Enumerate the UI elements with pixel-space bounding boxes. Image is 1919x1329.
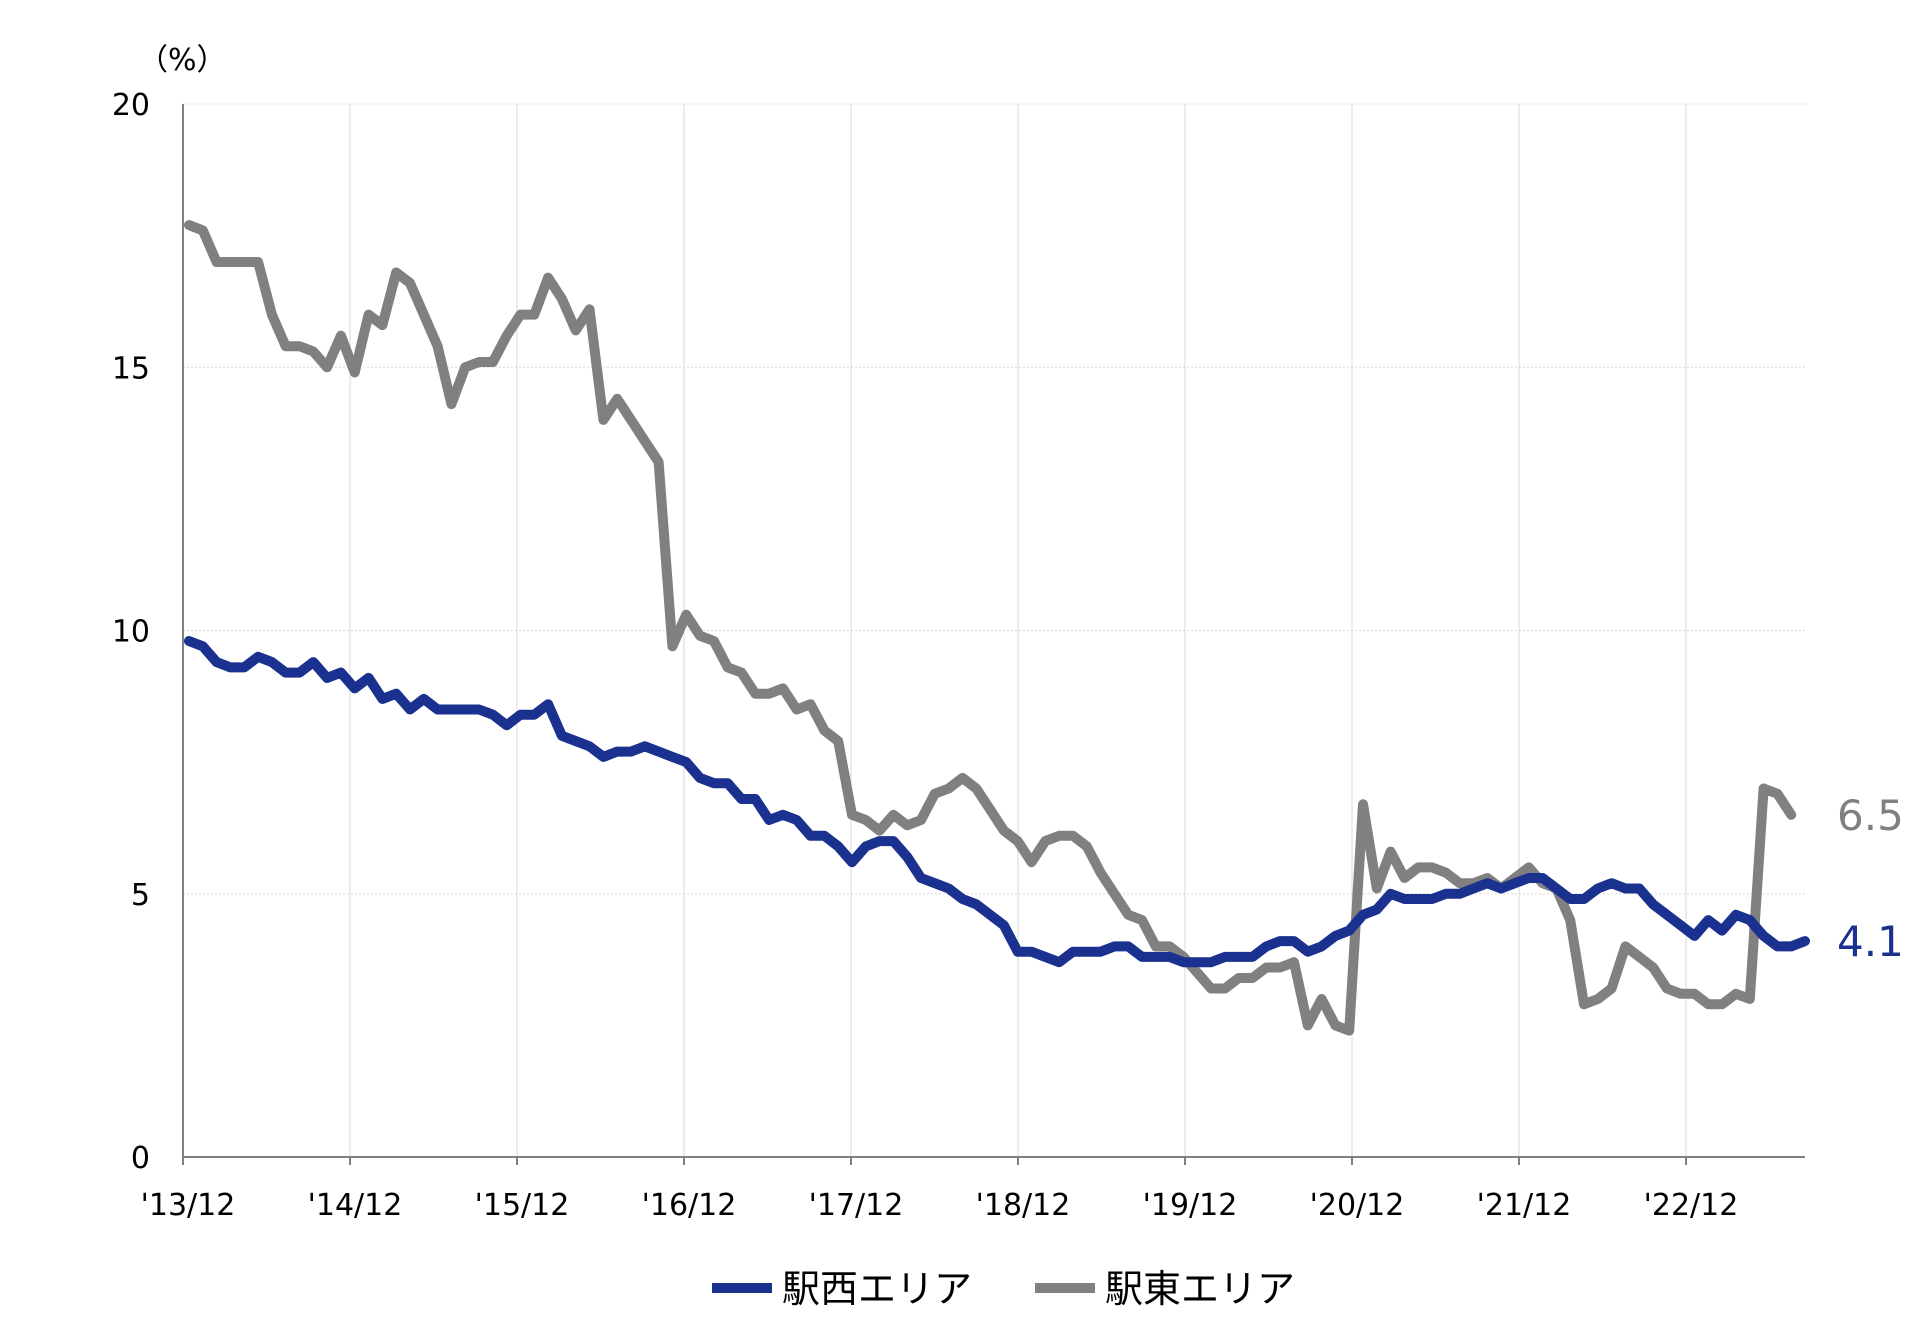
x-tick-label: '19/12	[1143, 1188, 1238, 1223]
x-tick-label: '16/12	[642, 1188, 737, 1223]
x-tick-label: '20/12	[1310, 1188, 1405, 1223]
x-tick-label: '22/12	[1644, 1188, 1739, 1223]
y-tick-label: 15	[112, 351, 150, 386]
x-tick-label: '21/12	[1477, 1188, 1572, 1223]
x-tick-label: '17/12	[809, 1188, 904, 1223]
gridlines	[183, 103, 1805, 1157]
end-label-1: 6.5	[1837, 791, 1904, 840]
y-tick-label: 5	[131, 878, 150, 913]
y-tick-label: 10	[112, 615, 150, 650]
y-axis-label: （%）	[138, 43, 227, 78]
x-tick-labels: '13/12 '14/12 '15/12 '16/12 '17/12 '18/12 '19/…	[141, 1188, 1739, 1223]
end-label-0: 4.1	[1837, 917, 1904, 966]
y-tick-label: 20	[112, 88, 150, 123]
x-tick-label: '14/12	[308, 1188, 403, 1223]
series-line-0	[184, 636, 1810, 968]
legend-label-1: 駅東エリア	[1105, 1267, 1295, 1311]
y-tick-labels: 0 5 10 15 20	[112, 88, 150, 1176]
end-labels: 4.1 6.5	[1837, 791, 1904, 966]
x-tick-label: '15/12	[475, 1188, 570, 1223]
x-tick-label: '18/12	[976, 1188, 1071, 1223]
series-line-1	[184, 220, 1797, 1036]
x-tick-label: '13/12	[141, 1188, 236, 1223]
legend: 駅西エリア 駅東エリア	[712, 1267, 1295, 1311]
legend-label-0: 駅西エリア	[782, 1267, 972, 1311]
y-tick-label: 0	[131, 1141, 150, 1176]
axes	[182, 104, 1805, 1165]
series-lines	[184, 220, 1810, 1036]
